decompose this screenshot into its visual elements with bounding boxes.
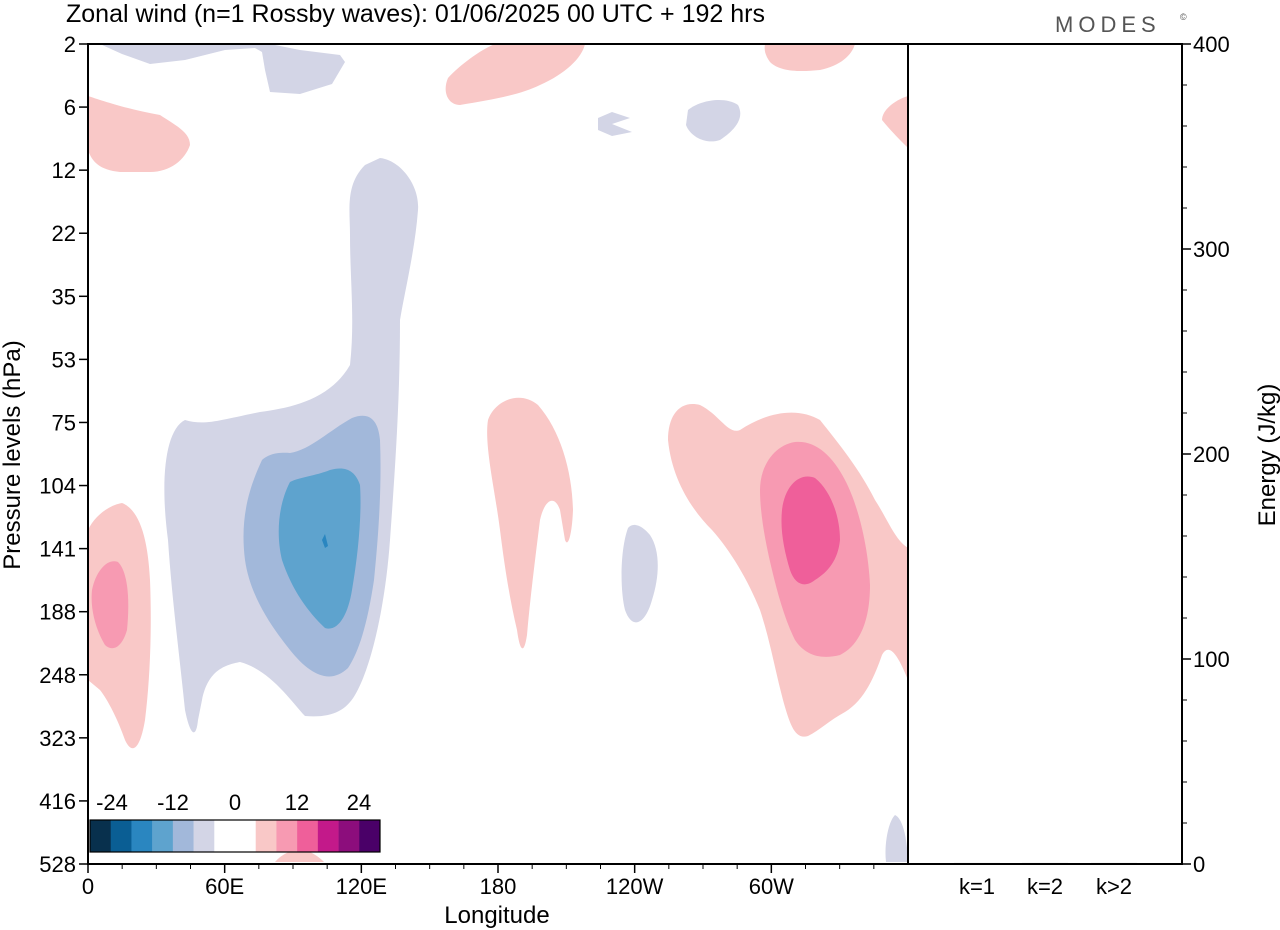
- y-tick-label: 188: [39, 600, 76, 625]
- energy-bar-label: k=2: [1027, 874, 1063, 899]
- colorbar-tick-label: -12: [157, 790, 189, 815]
- contour-positive-center: [487, 397, 573, 649]
- energy-tick-label: 300: [1193, 237, 1230, 262]
- colorbar-tick-label: 24: [347, 790, 371, 815]
- x-tick-label: 120W: [606, 874, 664, 899]
- x-tick-label: 0: [82, 874, 94, 899]
- contour-positive-bottom: [275, 850, 324, 862]
- contour-field: [88, 44, 908, 862]
- contour-negative-upper-small-2: [686, 99, 741, 142]
- x-axis-label: Longitude: [444, 902, 549, 929]
- x-tick-label: 180: [480, 874, 517, 899]
- colorbar-swatch: [317, 820, 339, 852]
- y-tick-label: 22: [52, 221, 76, 246]
- y-tick-label: 104: [39, 474, 76, 499]
- energy-panel-frame: [907, 43, 1183, 865]
- colorbar-frame: [89, 819, 381, 853]
- energy-bar: [954, 862, 1000, 865]
- colorbar-swatch: [193, 820, 215, 852]
- colorbar-swatch: [297, 820, 319, 852]
- contour-negative-upper-small-1: [598, 112, 632, 136]
- contour-negative-mid: [621, 524, 658, 623]
- contour-positive-left-core: [91, 561, 129, 649]
- colorbar-swatch: [276, 820, 298, 852]
- contour-positive-right-edge: [882, 96, 908, 148]
- contour-negative-core-peak: [322, 534, 328, 548]
- y-tick-label: 75: [52, 410, 76, 435]
- colorbar-swatch: [110, 820, 132, 852]
- contour-positive-top-center: [445, 44, 585, 105]
- colorbar-swatch: [235, 820, 257, 852]
- y-tick-label: 12: [52, 158, 76, 183]
- contour-negative-core-inner: [278, 468, 361, 629]
- energy-tick-label: 400: [1193, 32, 1230, 57]
- contour-negative-lower-right: [885, 815, 908, 862]
- colorbar-swatch: [338, 820, 360, 852]
- energy-tick-label: 200: [1193, 442, 1230, 467]
- energy-bar: [1091, 862, 1137, 865]
- energy-bar: [1022, 862, 1068, 865]
- y-tick-label: 528: [39, 852, 76, 877]
- energy-bar-label: k>2: [1096, 874, 1132, 899]
- colorbar: -24 -12 0 12 24: [89, 790, 381, 853]
- energy-axis-label: Energy (J/kg): [1254, 384, 1280, 527]
- brand-mark: ©: [1180, 12, 1187, 22]
- energy-bar-label: k=1: [959, 874, 995, 899]
- colorbar-tick-label: 12: [285, 790, 309, 815]
- y-axis-ticks: 2 6 12 22 35 53 75 104 141 188 248 323 416 528: [39, 32, 88, 877]
- energy-bars: k=1 k=2 k>2: [954, 862, 1137, 899]
- y-tick-label: 416: [39, 789, 76, 814]
- y-tick-label: 35: [52, 284, 76, 309]
- x-tick-label: 60E: [205, 874, 244, 899]
- colorbar-swatch: [214, 820, 236, 852]
- colorbar-swatch: [255, 820, 277, 852]
- contour-negative-upper-strip: [100, 44, 345, 94]
- energy-axis-ticks: 0 100 200 300 400: [1182, 32, 1230, 877]
- y-tick-label: 323: [39, 726, 76, 751]
- y-tick-label: 141: [39, 537, 76, 562]
- energy-tick-label: 0: [1193, 852, 1205, 877]
- colorbar-swatch: [90, 820, 112, 852]
- contour-positive-right-core-inner: [781, 476, 840, 585]
- y-tick-label: 6: [64, 95, 76, 120]
- colorbar-tick-label: -24: [96, 790, 128, 815]
- colorbar-swatch: [131, 820, 153, 852]
- y-axis-label: Pressure levels (hPa): [0, 340, 26, 569]
- contour-positive-top-right: [764, 44, 855, 72]
- colorbar-swatch: [359, 820, 381, 852]
- contour-positive-top-left: [88, 96, 190, 172]
- brand-logo-text: MODES: [1055, 12, 1161, 37]
- colorbar-swatch: [152, 820, 174, 852]
- colorbar-tick-label: 0: [229, 790, 241, 815]
- y-tick-label: 53: [52, 347, 76, 372]
- x-tick-label: 120E: [336, 874, 387, 899]
- x-axis-ticks: 0 60E 120E 180 120W 60W: [82, 864, 875, 899]
- y-tick-label: 248: [39, 663, 76, 688]
- chart-title: Zonal wind (n=1 Rossby waves): 01/06/202…: [66, 0, 765, 28]
- x-tick-label: 60W: [749, 874, 794, 899]
- colorbar-swatch: [172, 820, 194, 852]
- energy-tick-label: 100: [1193, 647, 1230, 672]
- y-tick-label: 2: [64, 32, 76, 57]
